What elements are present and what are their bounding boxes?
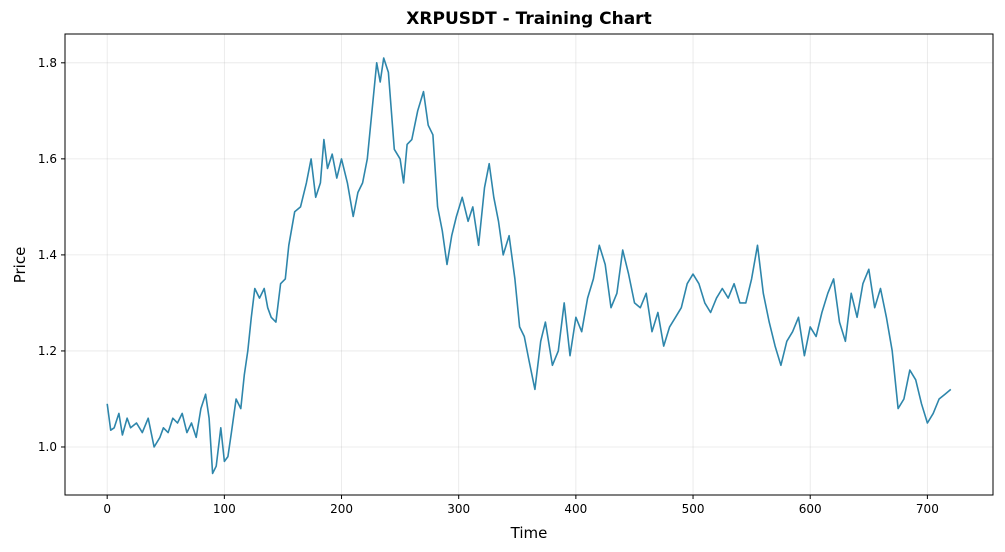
x-tick-label: 500 <box>682 502 705 516</box>
x-tick-label: 0 <box>103 502 111 516</box>
y-axis-label: Price <box>11 247 29 284</box>
x-tick-label: 700 <box>916 502 939 516</box>
chart-title: XRPUSDT - Training Chart <box>406 9 651 29</box>
y-tick-label: 1.2 <box>38 344 57 358</box>
x-axis-label: Time <box>510 524 548 542</box>
grid <box>65 34 993 495</box>
y-tick-label: 1.6 <box>38 152 57 166</box>
y-tick-label: 1.8 <box>38 56 57 70</box>
x-tick-label: 100 <box>213 502 236 516</box>
price-series-line <box>106 57 952 475</box>
x-tick-label: 200 <box>330 502 353 516</box>
x-tick-label: 600 <box>799 502 822 516</box>
x-tick-label: 300 <box>447 502 470 516</box>
x-tick-label: 400 <box>564 502 587 516</box>
axis-ticks: 0 100 200 300 400 500 600 700 1.0 1.2 1.4 1.6 1.8 <box>38 56 939 516</box>
y-tick-label: 1.0 <box>38 440 57 454</box>
plot-frame <box>64 33 994 496</box>
y-tick-label: 1.4 <box>38 248 57 262</box>
